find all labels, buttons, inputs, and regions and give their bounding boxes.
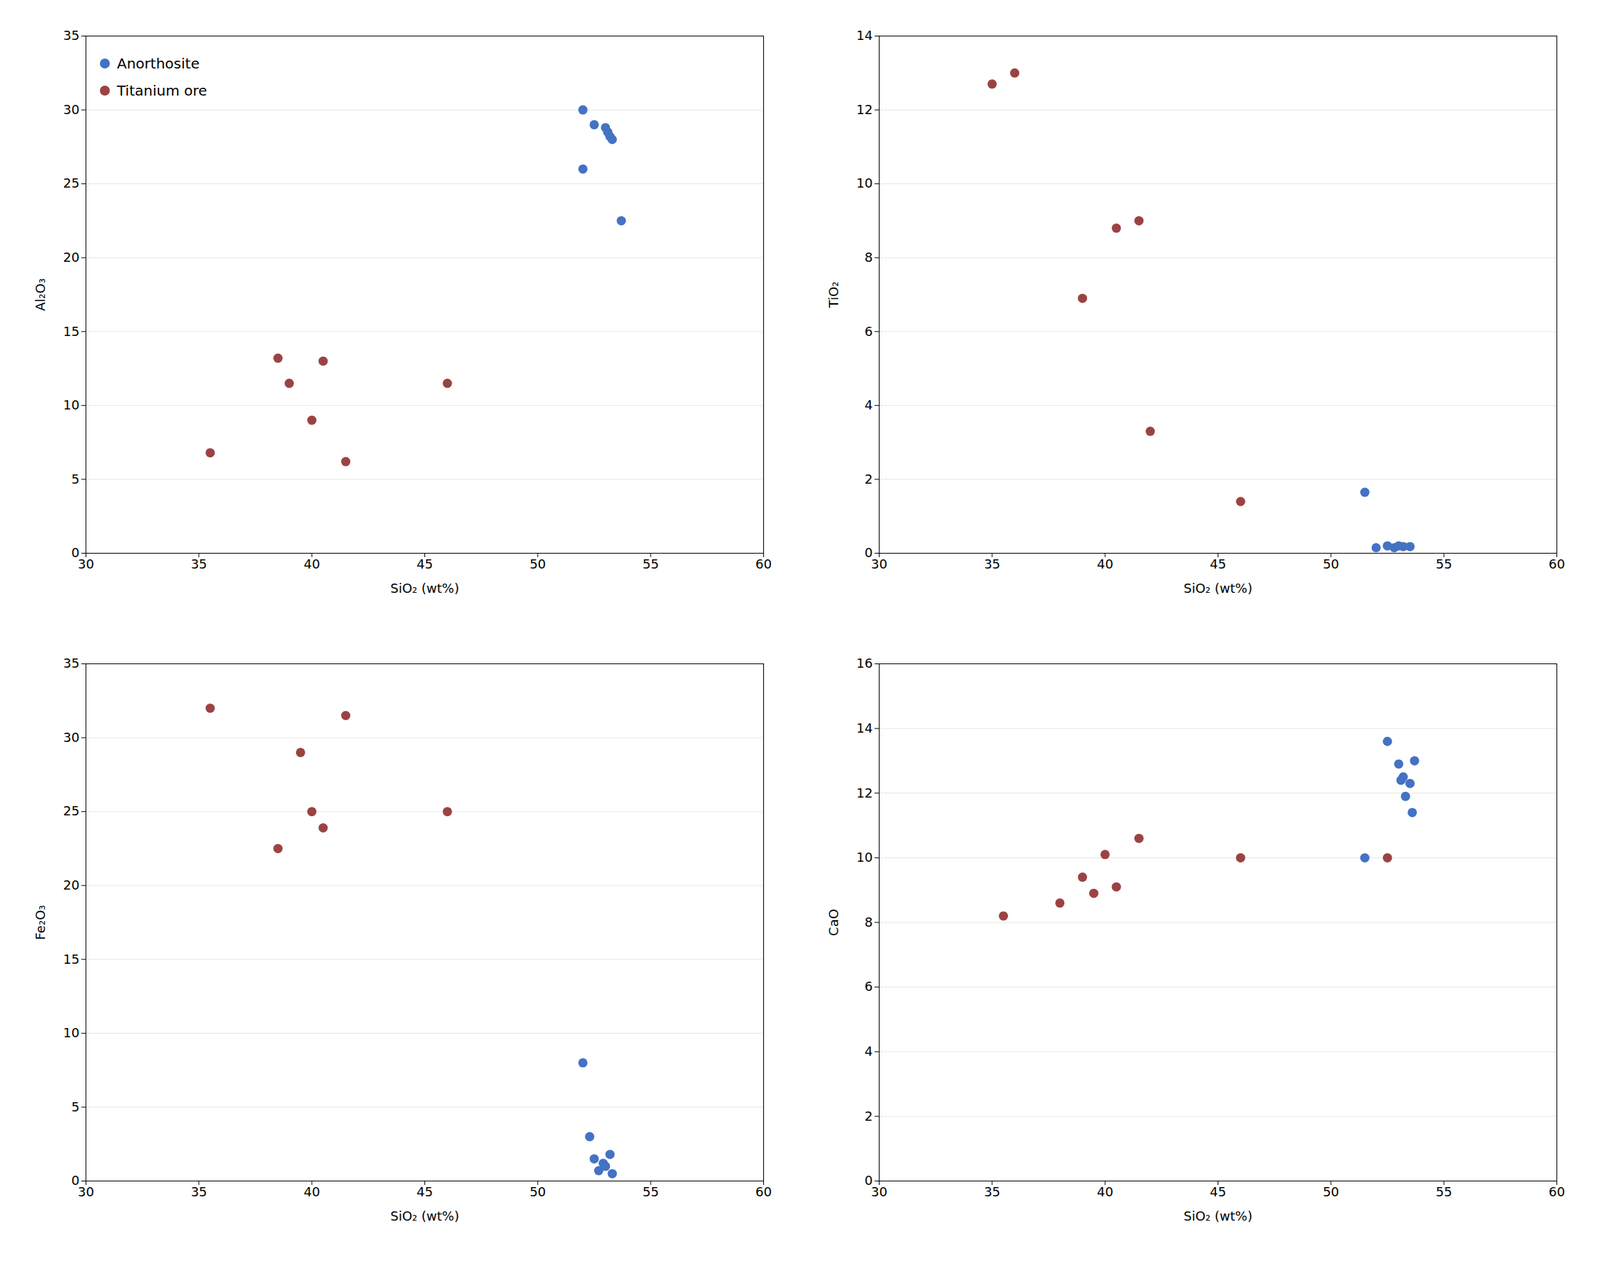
svg-text:30: 30 xyxy=(63,729,80,745)
svg-text:35: 35 xyxy=(983,1184,1001,1200)
svg-text:CaO: CaO xyxy=(826,908,842,936)
svg-text:50: 50 xyxy=(529,556,546,572)
svg-text:SiO₂ (wt%): SiO₂ (wt%) xyxy=(1183,580,1252,596)
svg-text:40: 40 xyxy=(303,556,321,572)
svg-text:16: 16 xyxy=(855,655,873,671)
svg-text:35: 35 xyxy=(63,655,80,671)
svg-text:10: 10 xyxy=(855,175,873,191)
svg-text:Al₂O₃: Al₂O₃ xyxy=(32,278,48,312)
svg-text:60: 60 xyxy=(755,1184,772,1200)
svg-text:0: 0 xyxy=(864,1172,873,1188)
svg-text:10: 10 xyxy=(855,849,873,865)
html-text:Anorthosite: Anorthosite xyxy=(116,54,200,73)
svg-text:25: 25 xyxy=(63,175,80,191)
svg-text:35: 35 xyxy=(63,27,80,43)
svg-text:40: 40 xyxy=(1096,556,1113,572)
svg-text:45: 45 xyxy=(416,1184,433,1200)
svg-text:Fe₂O₃: Fe₂O₃ xyxy=(32,904,48,940)
svg-text:14: 14 xyxy=(855,27,873,43)
svg-text:45: 45 xyxy=(1209,556,1227,572)
svg-text:0: 0 xyxy=(864,545,873,561)
svg-text:20: 20 xyxy=(63,876,80,892)
svg-text:14: 14 xyxy=(855,719,873,735)
svg-text:35: 35 xyxy=(190,556,207,572)
svg-text:55: 55 xyxy=(642,556,660,572)
svg-text:50: 50 xyxy=(1322,1184,1339,1200)
svg-text:10: 10 xyxy=(63,1025,80,1041)
svg-text:6: 6 xyxy=(864,978,873,994)
svg-text:40: 40 xyxy=(303,1184,321,1200)
svg-text:6: 6 xyxy=(864,323,873,339)
svg-text:5: 5 xyxy=(71,471,80,487)
svg-text:60: 60 xyxy=(1548,1184,1566,1200)
svg-text:50: 50 xyxy=(1322,556,1339,572)
svg-text:0: 0 xyxy=(71,1172,80,1188)
svg-text:SiO₂ (wt%): SiO₂ (wt%) xyxy=(390,580,459,596)
svg-text:8: 8 xyxy=(864,249,873,265)
svg-text:0: 0 xyxy=(71,545,80,561)
svg-text:55: 55 xyxy=(642,1184,660,1200)
svg-text:55: 55 xyxy=(1435,556,1452,572)
svg-text:12: 12 xyxy=(855,784,873,800)
svg-text:30: 30 xyxy=(63,102,80,117)
svg-text:TiO₂: TiO₂ xyxy=(826,281,842,309)
svg-text:55: 55 xyxy=(1435,1184,1452,1200)
svg-text:15: 15 xyxy=(63,323,80,339)
svg-text:4: 4 xyxy=(864,397,873,413)
svg-text:15: 15 xyxy=(63,950,80,966)
svg-text:40: 40 xyxy=(1096,1184,1113,1200)
html-text:Titanium ore: Titanium ore xyxy=(116,82,208,100)
svg-text:60: 60 xyxy=(755,556,772,572)
svg-text:2: 2 xyxy=(864,471,873,487)
svg-text:4: 4 xyxy=(864,1043,873,1059)
svg-text:45: 45 xyxy=(1209,1184,1227,1200)
svg-text:5: 5 xyxy=(71,1098,80,1114)
svg-text:60: 60 xyxy=(1548,556,1566,572)
svg-text:30: 30 xyxy=(77,556,95,572)
svg-text:SiO₂ (wt%): SiO₂ (wt%) xyxy=(390,1207,459,1223)
svg-text:20: 20 xyxy=(63,249,80,265)
svg-text:35: 35 xyxy=(190,1184,207,1200)
svg-text:45: 45 xyxy=(416,556,433,572)
svg-text:12: 12 xyxy=(855,102,873,117)
svg-text:30: 30 xyxy=(870,556,888,572)
svg-text:35: 35 xyxy=(983,556,1001,572)
svg-text:50: 50 xyxy=(529,1184,546,1200)
svg-text:10: 10 xyxy=(63,397,80,413)
svg-text:25: 25 xyxy=(63,803,80,819)
svg-text:2: 2 xyxy=(864,1107,873,1123)
svg-text:30: 30 xyxy=(870,1184,888,1200)
svg-text:30: 30 xyxy=(77,1184,95,1200)
svg-text:8: 8 xyxy=(864,913,873,929)
svg-text:SiO₂ (wt%): SiO₂ (wt%) xyxy=(1183,1207,1252,1223)
